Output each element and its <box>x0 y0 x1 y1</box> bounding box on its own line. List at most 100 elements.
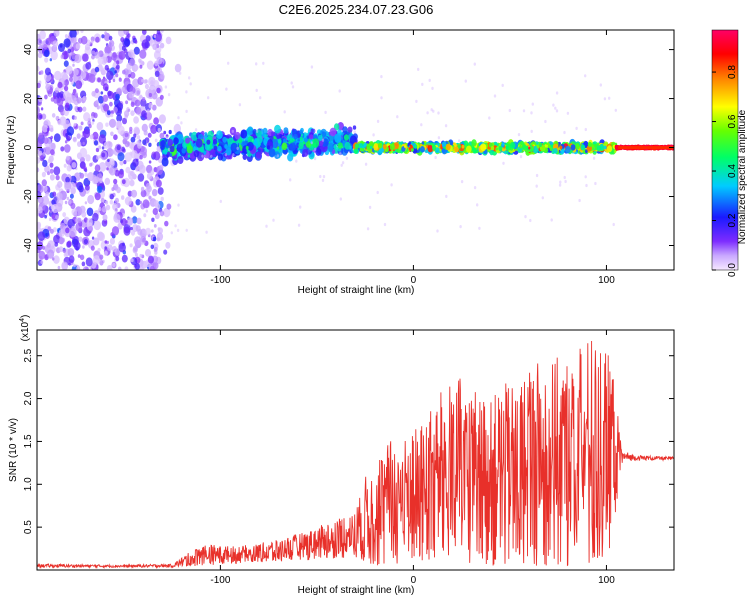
spectral-blob <box>64 181 72 191</box>
spectral-blob <box>139 253 143 258</box>
spectral-blob <box>115 208 118 212</box>
spectral-blob <box>153 34 157 39</box>
x-tick-label: 100 <box>598 275 615 286</box>
spectral-blob <box>92 212 99 222</box>
spectral-blob <box>419 146 425 153</box>
spectral-blob <box>329 127 337 137</box>
spectral-blob <box>66 135 71 142</box>
spectral-blob <box>46 127 50 132</box>
spectral-blob <box>73 76 78 83</box>
spectral-blob <box>309 134 314 140</box>
spectral-blob <box>299 136 303 142</box>
spectral-blob <box>80 35 88 45</box>
spectral-blob <box>559 145 563 150</box>
spectral-blob <box>88 225 93 232</box>
spectral-blob <box>599 83 602 87</box>
spectral-blob <box>283 127 289 134</box>
spectral-blob <box>530 111 533 115</box>
spectral-blob <box>94 192 101 201</box>
spectral-blob <box>121 195 125 200</box>
spectral-blob <box>122 148 126 153</box>
spectral-blob <box>133 245 138 253</box>
spectral-blob <box>41 179 47 187</box>
spectral-blob <box>82 95 87 101</box>
spectral-blob <box>299 129 303 135</box>
spectral-blob <box>302 148 309 157</box>
spectral-blob <box>510 142 516 149</box>
spectral-blob <box>98 145 102 150</box>
spectral-blob <box>118 30 125 37</box>
spectral-blob <box>464 79 467 83</box>
spectral-blob <box>321 178 325 182</box>
spectral-blob <box>594 181 597 186</box>
spectral-blob <box>72 63 75 67</box>
spectral-blob <box>81 211 87 218</box>
spectral-blob <box>476 203 479 207</box>
spectral-blob <box>53 95 56 100</box>
spectral-blob <box>210 149 214 153</box>
spectral-blob <box>207 96 210 100</box>
spectral-blob <box>558 183 562 187</box>
spectral-blob <box>508 108 511 113</box>
spectral-blob <box>531 102 534 106</box>
spectral-blob <box>277 138 282 144</box>
spectral-blob <box>259 96 262 100</box>
spectral-blob <box>59 116 67 126</box>
spectral-blob <box>77 217 82 223</box>
spectral-blob <box>113 106 118 113</box>
spectral-blob <box>39 155 45 162</box>
spectral-blob <box>42 184 48 193</box>
spectral-blob <box>129 243 133 248</box>
spectral-blob <box>204 143 210 151</box>
spectral-blob <box>159 42 165 49</box>
spectral-blob <box>128 91 135 99</box>
spectral-blob <box>98 134 107 144</box>
spectral-blob <box>44 246 49 252</box>
spectral-blob <box>110 113 114 118</box>
spectral-blob <box>163 148 168 155</box>
spectral-blob <box>105 122 109 127</box>
spectral-blob <box>51 214 56 220</box>
spectral-blob <box>420 123 423 127</box>
spectral-blob <box>444 124 448 128</box>
spectral-blob <box>313 157 317 161</box>
spectral-blob <box>73 122 77 127</box>
spectral-blob <box>139 49 147 59</box>
spectral-blob <box>142 237 146 243</box>
spectral-blob <box>246 126 254 136</box>
spectral-blob <box>100 67 107 76</box>
spectral-blob <box>146 109 150 114</box>
spectrogram-y-axis-title: Frequency (Hz) <box>6 116 17 185</box>
spectral-blob <box>608 96 611 100</box>
spectral-blob <box>108 40 115 47</box>
spectral-blob <box>83 238 88 245</box>
spectral-blob <box>341 161 345 165</box>
x-tick-label: 0 <box>411 575 417 586</box>
spectral-blob <box>145 249 151 257</box>
spectral-blob <box>117 125 125 135</box>
spectral-blob <box>396 115 399 119</box>
spectral-blob <box>163 130 167 135</box>
spectral-blob <box>73 68 79 76</box>
spectral-blob <box>282 138 287 144</box>
snr-x-axis-title: Height of straight line (km) <box>298 585 415 596</box>
spectral-blob <box>151 217 155 222</box>
spectral-blob <box>66 196 70 201</box>
spectral-blob <box>130 189 138 198</box>
spectral-blob <box>102 214 108 221</box>
spectral-blob <box>432 145 437 151</box>
spectral-blob <box>112 262 116 268</box>
spectral-blob <box>134 127 141 136</box>
spectral-blob <box>522 144 527 150</box>
spectral-blob <box>224 153 228 157</box>
spectral-blob <box>107 158 110 163</box>
spectral-blob <box>82 53 89 62</box>
spectral-blob <box>86 207 94 217</box>
spectral-blob <box>124 196 132 206</box>
spectral-blob <box>100 197 105 204</box>
spectral-blob <box>85 154 91 162</box>
spectral-blob <box>216 130 223 139</box>
spectral-blob <box>362 145 365 149</box>
spectral-blob <box>104 64 109 71</box>
spectral-blob <box>108 79 111 84</box>
